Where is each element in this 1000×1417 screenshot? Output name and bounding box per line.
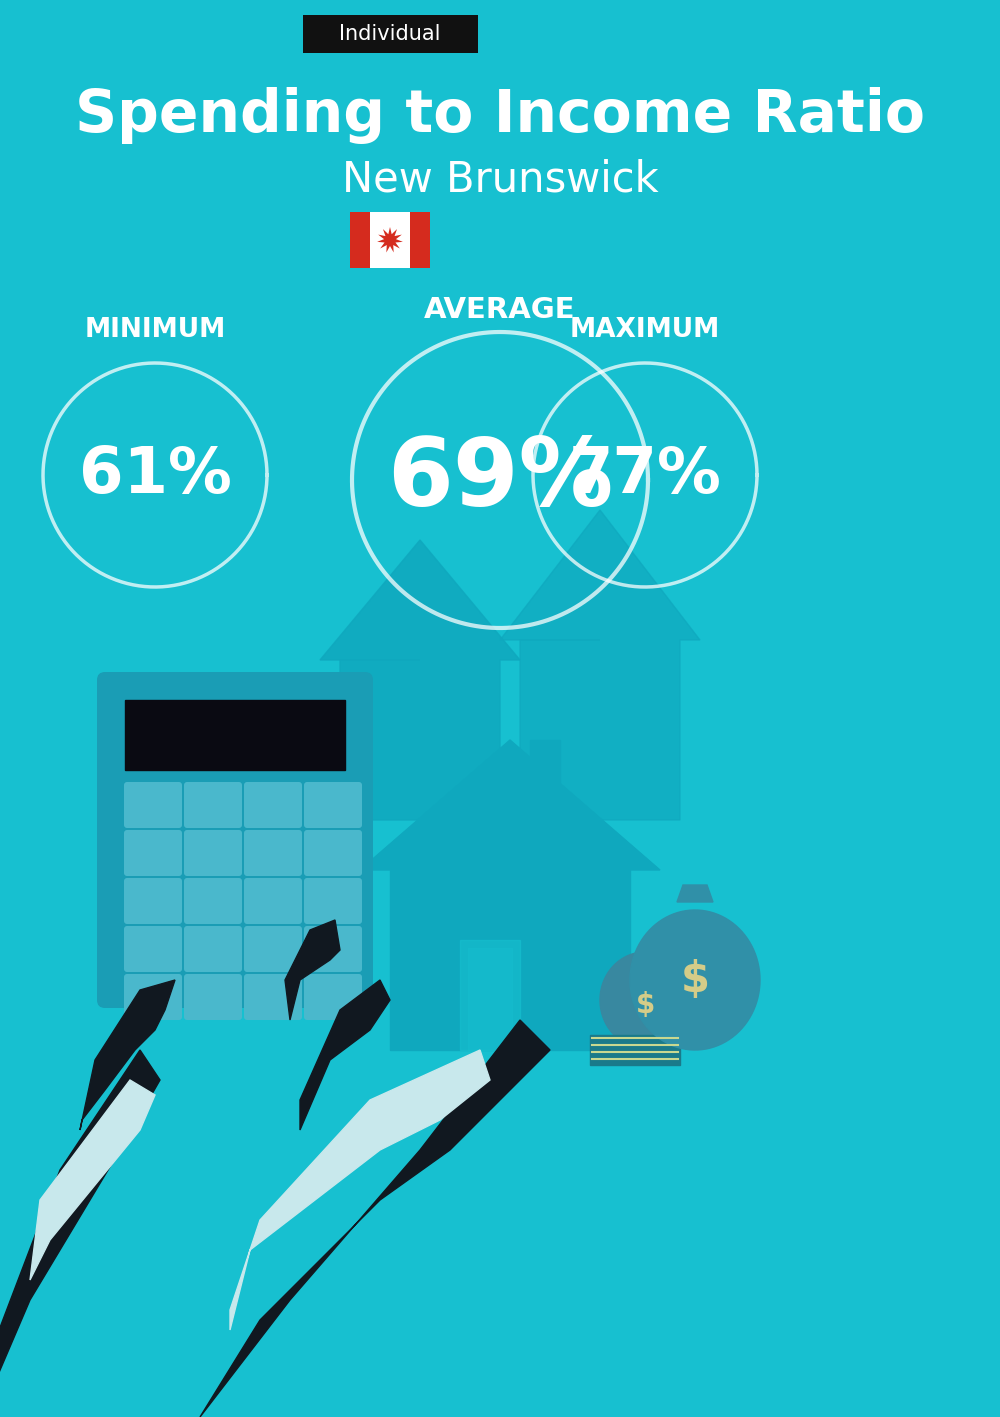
Polygon shape bbox=[80, 981, 175, 1129]
Polygon shape bbox=[360, 740, 660, 870]
Polygon shape bbox=[390, 870, 630, 1050]
Text: $: $ bbox=[680, 959, 710, 1000]
FancyBboxPatch shape bbox=[97, 672, 373, 1007]
FancyBboxPatch shape bbox=[350, 213, 430, 268]
FancyBboxPatch shape bbox=[184, 925, 242, 972]
FancyBboxPatch shape bbox=[244, 830, 302, 876]
FancyBboxPatch shape bbox=[304, 973, 362, 1020]
FancyBboxPatch shape bbox=[304, 879, 362, 924]
FancyBboxPatch shape bbox=[244, 782, 302, 828]
Polygon shape bbox=[630, 910, 760, 1050]
FancyBboxPatch shape bbox=[244, 973, 302, 1020]
FancyBboxPatch shape bbox=[184, 879, 242, 924]
Polygon shape bbox=[500, 510, 700, 820]
Text: New Brunswick: New Brunswick bbox=[342, 159, 658, 201]
Polygon shape bbox=[377, 227, 403, 252]
FancyBboxPatch shape bbox=[350, 213, 370, 268]
Polygon shape bbox=[0, 1050, 160, 1417]
FancyBboxPatch shape bbox=[304, 830, 362, 876]
FancyBboxPatch shape bbox=[304, 925, 362, 972]
Polygon shape bbox=[677, 886, 713, 903]
FancyBboxPatch shape bbox=[244, 925, 302, 972]
Text: AVERAGE: AVERAGE bbox=[424, 296, 576, 324]
Polygon shape bbox=[200, 1020, 550, 1417]
FancyBboxPatch shape bbox=[244, 879, 302, 924]
FancyBboxPatch shape bbox=[184, 973, 242, 1020]
FancyBboxPatch shape bbox=[124, 830, 182, 876]
Polygon shape bbox=[590, 1034, 680, 1066]
FancyBboxPatch shape bbox=[124, 973, 182, 1020]
FancyBboxPatch shape bbox=[124, 925, 182, 972]
Polygon shape bbox=[30, 1080, 155, 1280]
Polygon shape bbox=[468, 948, 512, 1050]
FancyBboxPatch shape bbox=[184, 782, 242, 828]
Polygon shape bbox=[320, 540, 520, 820]
Text: Individual: Individual bbox=[339, 24, 441, 44]
FancyBboxPatch shape bbox=[302, 16, 478, 52]
Text: 61%: 61% bbox=[79, 444, 231, 506]
Polygon shape bbox=[460, 939, 520, 1050]
Text: $: $ bbox=[635, 990, 655, 1019]
FancyBboxPatch shape bbox=[124, 879, 182, 924]
Text: Spending to Income Ratio: Spending to Income Ratio bbox=[75, 86, 925, 143]
Polygon shape bbox=[600, 952, 690, 1049]
Text: MAXIMUM: MAXIMUM bbox=[570, 317, 720, 343]
Text: MINIMUM: MINIMUM bbox=[84, 317, 226, 343]
FancyBboxPatch shape bbox=[304, 782, 362, 828]
Polygon shape bbox=[300, 981, 390, 1129]
Polygon shape bbox=[125, 700, 345, 769]
Polygon shape bbox=[230, 1050, 490, 1331]
FancyBboxPatch shape bbox=[410, 213, 430, 268]
Polygon shape bbox=[530, 740, 560, 811]
Text: 69%: 69% bbox=[387, 434, 613, 526]
Text: 77%: 77% bbox=[569, 444, 721, 506]
Polygon shape bbox=[285, 920, 340, 1020]
FancyBboxPatch shape bbox=[184, 830, 242, 876]
FancyBboxPatch shape bbox=[124, 782, 182, 828]
